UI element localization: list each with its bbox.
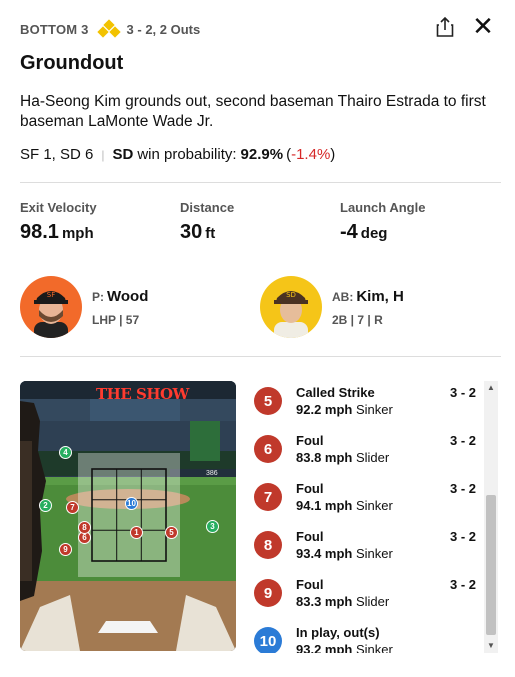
pitch-marker[interactable]: 6 — [78, 531, 91, 544]
win-prob-label: win probability: — [137, 146, 237, 163]
count-outs: 3 - 2, 2 Outs — [126, 21, 201, 37]
batter-meta: 2B | 7 | R — [332, 312, 383, 327]
pitch-count: 3 - 2 — [449, 529, 476, 544]
pitch-list[interactable]: 5 Called Strike 92.2 mph Sinker 3 - 2 6 Foul 8… — [250, 381, 480, 653]
pitch-row[interactable]: 5 Called Strike 92.2 mph Sinker 3 - 2 — [250, 381, 480, 429]
pitch-speed: 93.2 mph Sinker — [296, 642, 393, 653]
pitch-marker[interactable]: 7 — [66, 501, 79, 514]
pitch-result: Called Strike — [296, 385, 375, 400]
launch-angle-stat: Launch Angle -4 deg — [340, 200, 426, 243]
scroll-down-icon[interactable]: ▼ — [487, 641, 495, 650]
pitch-number: 10 — [254, 627, 282, 653]
pitch-number: 8 — [254, 531, 282, 559]
pitch-row[interactable]: 6 Foul 83.8 mph Slider 3 - 2 — [250, 429, 480, 477]
pitch-speed: 94.1 mph Sinker — [296, 498, 393, 513]
pitch-result: Foul — [296, 577, 324, 592]
play-title: Groundout — [20, 52, 124, 74]
share-icon[interactable] — [435, 16, 455, 38]
divider — [20, 356, 501, 357]
pitch-marker[interactable]: 8 — [78, 521, 91, 534]
distance-stat: Distance 30 ft — [180, 200, 235, 243]
pitch-result: Foul — [296, 481, 324, 496]
score-line: SF 1, SD 6 | SD win probability: 92.9% (… — [20, 146, 336, 163]
pitch-speed: 92.2 mph Sinker — [296, 402, 393, 417]
pitch-result: Foul — [296, 433, 324, 448]
strike-zone-view: THE SHOW 386 1 2 3 4 5 6 7 8 9 10 — [20, 381, 236, 651]
stadium-banner: THE SHOW — [96, 385, 189, 403]
svg-text:SF: SF — [47, 291, 55, 299]
bases-icon — [96, 19, 121, 38]
pitcher-name: P: Wood — [92, 287, 149, 305]
pitch-result: In play, out(s) — [296, 625, 380, 640]
pitch-count: 3 - 2 — [449, 577, 476, 592]
scroll-up-icon[interactable]: ▲ — [487, 383, 495, 392]
pitch-number: 5 — [254, 387, 282, 415]
team-abbr: SD — [112, 146, 134, 163]
close-icon[interactable]: ✕ — [472, 11, 494, 41]
scoreboard-number: 386 — [206, 470, 218, 477]
batter-avatar: SD — [260, 276, 322, 338]
divider — [20, 182, 501, 183]
header: BOTTOM 3 3 - 2, 2 Outs ✕ — [20, 11, 501, 44]
svg-text:SD: SD — [286, 291, 296, 299]
pitch-result: Foul — [296, 529, 324, 544]
pitch-list-scrollbar[interactable]: ▲ ▼ — [484, 381, 498, 653]
game-score: SF 1, SD 6 — [20, 146, 94, 163]
pitch-marker[interactable]: 4 — [59, 446, 72, 459]
pitch-marker[interactable]: 5 — [165, 526, 178, 539]
win-prob-value: 92.9% — [240, 146, 284, 163]
pitch-speed: 83.3 mph Slider — [296, 594, 390, 609]
pitch-count: 3 - 2 — [449, 481, 476, 496]
batter-name: AB: Kim, H — [332, 287, 404, 305]
pitch-marker[interactable]: 3 — [206, 520, 219, 533]
inning-label: BOTTOM 3 — [20, 21, 89, 37]
pitch-row[interactable]: 9 Foul 83.3 mph Slider 3 - 2 — [250, 573, 480, 621]
win-prob-change: -1.4% — [291, 146, 331, 163]
pitch-row[interactable]: 7 Foul 94.1 mph Sinker 3 - 2 — [250, 477, 480, 525]
scroll-thumb[interactable] — [486, 495, 496, 635]
pitch-number: 9 — [254, 579, 282, 607]
batter-card[interactable]: SD AB: Kim, H 2B | 7 | R — [260, 276, 404, 338]
exit-velocity-stat: Exit Velocity 98.1 mph — [20, 200, 97, 243]
pitch-speed: 93.4 mph Sinker — [296, 546, 393, 561]
pitch-count: 3 - 2 — [449, 385, 476, 400]
pitch-speed: 83.8 mph Slider — [296, 450, 390, 465]
pitch-count: 3 - 2 — [449, 433, 476, 448]
pitch-marker[interactable]: 1 — [130, 526, 143, 539]
pitch-marker[interactable]: 2 — [39, 499, 52, 512]
play-description: Ha-Seong Kim grounds out, second baseman… — [20, 93, 486, 130]
pitch-row[interactable]: 10 In play, out(s) 93.2 mph Sinker — [250, 621, 480, 653]
pitch-number: 7 — [254, 483, 282, 511]
pitch-marker[interactable]: 10 — [125, 497, 138, 510]
pitcher-card[interactable]: SF P: Wood LHP | 57 — [20, 276, 148, 338]
pitch-number: 6 — [254, 435, 282, 463]
pitch-row[interactable]: 8 Foul 93.4 mph Sinker 3 - 2 — [250, 525, 480, 573]
pitch-marker[interactable]: 9 — [59, 543, 72, 556]
pitcher-avatar: SF — [20, 276, 82, 338]
pitcher-meta: LHP | 57 — [92, 312, 140, 327]
